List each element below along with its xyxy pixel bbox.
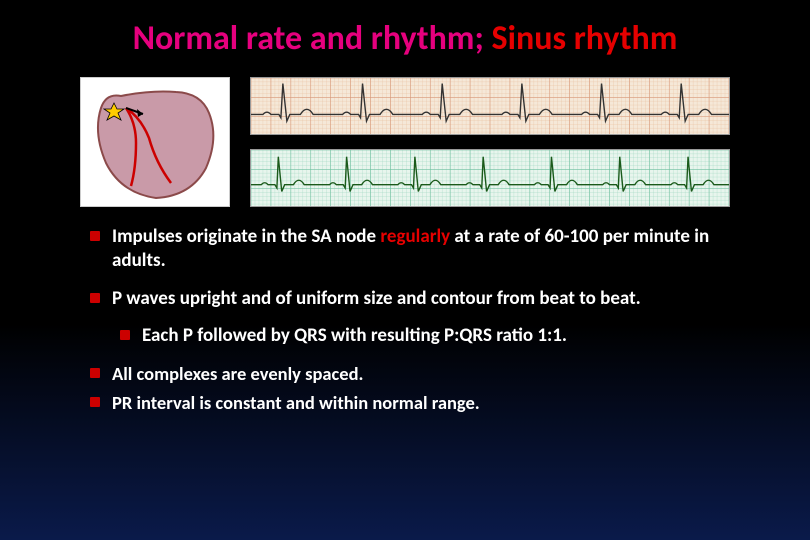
bullet-item: Impulses originate in the SA node regula… xyxy=(90,225,750,273)
bullet-text: All complexes are evenly spaced. xyxy=(112,362,363,385)
diagram-row xyxy=(0,67,810,207)
bullet-item: Each P followed by QRS with resulting P:… xyxy=(120,324,750,348)
bullet-text: PR interval is constant and within norma… xyxy=(112,391,480,414)
title-part2: Sinus rhythm xyxy=(492,18,678,59)
ecg-stack xyxy=(250,77,730,207)
ecg-strip-2 xyxy=(250,149,730,207)
bullet-text: regularly xyxy=(380,225,450,248)
bullet-item: PR interval is constant and within norma… xyxy=(90,391,750,414)
bullet-text: P waves upright and of uniform size and … xyxy=(112,287,641,310)
bullet-item: All complexes are evenly spaced. xyxy=(90,362,750,385)
heart-diagram xyxy=(80,77,230,207)
slide-title: Normal rate and rhythm; Sinus rhythm xyxy=(0,0,810,67)
bullet-item: P waves upright and of uniform size and … xyxy=(90,287,750,311)
bullet-text: Impulses originate in the SA node xyxy=(112,225,380,248)
bullet-text: Each P followed by QRS with resulting P:… xyxy=(142,324,567,347)
title-part1: Normal rate and rhythm; xyxy=(133,18,492,59)
bullet-list: Impulses originate in the SA node regula… xyxy=(0,207,810,414)
ecg-strip-1 xyxy=(250,77,730,135)
